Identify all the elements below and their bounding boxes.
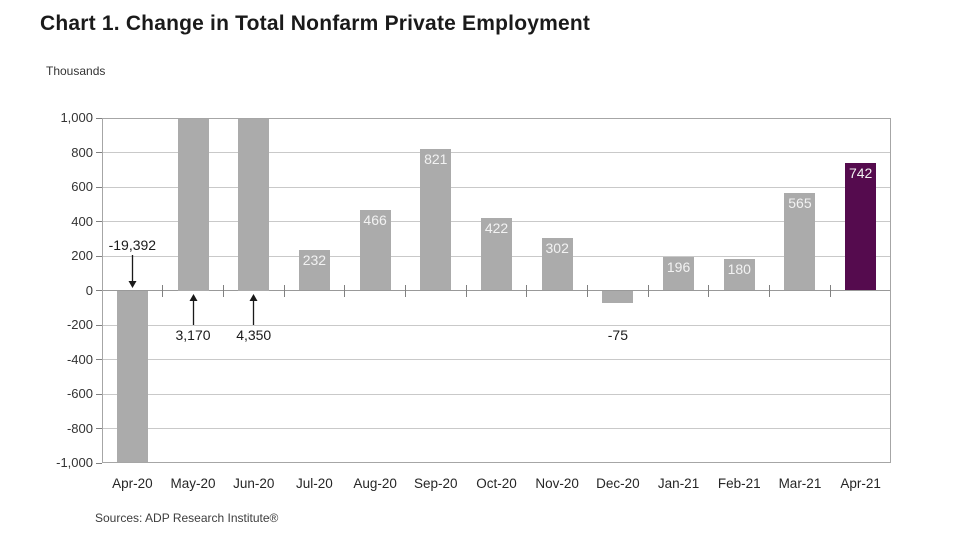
x-tick-mark bbox=[587, 284, 589, 297]
x-tick-mark bbox=[283, 284, 285, 297]
bar-value-label: 422 bbox=[484, 219, 509, 236]
y-tick-mark bbox=[96, 428, 102, 429]
x-tick-label: Feb-21 bbox=[717, 476, 761, 491]
x-tick-label: Apr-21 bbox=[840, 476, 881, 491]
y-tick-label: -600 bbox=[66, 386, 93, 401]
y-tick-mark bbox=[96, 186, 102, 188]
up-arrow-icon bbox=[248, 293, 259, 330]
gridline bbox=[102, 359, 891, 360]
gridline bbox=[102, 393, 891, 395]
x-tick-mark bbox=[708, 284, 710, 297]
bar-Sep-20 bbox=[420, 148, 452, 291]
x-tick-mark bbox=[222, 284, 224, 297]
bar-value-label: 742 bbox=[848, 164, 873, 181]
x-tick-label: Apr-20 bbox=[112, 476, 153, 491]
annotation-jun-20: 4,350 bbox=[236, 326, 272, 343]
x-tick-label: Jul-20 bbox=[296, 476, 333, 491]
x-tick-label: Nov-20 bbox=[535, 476, 579, 491]
gridline bbox=[102, 428, 891, 429]
x-tick-label: Sep-20 bbox=[414, 476, 458, 491]
y-tick-label: -800 bbox=[66, 420, 93, 436]
gridline bbox=[102, 186, 891, 188]
y-tick-label: 1,000 bbox=[60, 110, 93, 125]
y-tick-label: 400 bbox=[71, 213, 93, 229]
y-tick-mark bbox=[96, 221, 102, 222]
y-tick-label: 0 bbox=[85, 282, 93, 298]
x-tick-label: Dec-20 bbox=[596, 476, 640, 491]
x-tick-mark bbox=[647, 284, 649, 297]
bar-Jun-20 bbox=[238, 118, 270, 291]
bar-value-label: 821 bbox=[424, 150, 448, 167]
y-tick-label: 200 bbox=[71, 248, 93, 263]
bar-value-label: 232 bbox=[302, 252, 327, 269]
bar-value-label: 302 bbox=[545, 240, 569, 257]
gridline bbox=[102, 324, 891, 326]
x-tick-label: Jan-21 bbox=[657, 476, 700, 491]
y-tick-mark bbox=[96, 117, 102, 119]
chart-title: Chart 1. Change in Total Nonfarm Private… bbox=[40, 12, 591, 35]
annotation-may-20: 3,170 bbox=[175, 326, 211, 343]
bar-value-label: 565 bbox=[788, 195, 812, 212]
y-tick-label: -1,000 bbox=[56, 455, 93, 470]
bar-Aug-20 bbox=[359, 210, 391, 291]
bar-Nov-20 bbox=[541, 238, 573, 291]
bar-May-20 bbox=[177, 118, 209, 291]
x-tick-mark bbox=[344, 284, 346, 297]
bar-Feb-21 bbox=[723, 259, 755, 291]
bar-value-label: 196 bbox=[666, 258, 691, 275]
x-tick-mark bbox=[162, 284, 164, 297]
y-tick-label: 800 bbox=[71, 144, 93, 160]
x-tick-mark bbox=[769, 284, 771, 297]
bar-value-label: 466 bbox=[363, 212, 387, 229]
y-tick-mark bbox=[96, 290, 102, 291]
y-tick-label: 600 bbox=[71, 179, 93, 194]
zero-line bbox=[102, 290, 891, 291]
bar-Oct-20 bbox=[481, 217, 512, 291]
x-tick-mark bbox=[829, 284, 831, 297]
bar-Jan-21 bbox=[663, 256, 695, 291]
annotation-dec-20: -75 bbox=[607, 326, 628, 343]
annotation-apr-20: -19,392 bbox=[108, 236, 157, 253]
bar-Dec-20 bbox=[602, 290, 634, 304]
plot-area-border bbox=[102, 118, 891, 463]
bar-value-label: 180 bbox=[727, 261, 751, 278]
x-tick-mark bbox=[526, 284, 528, 297]
x-tick-mark bbox=[404, 284, 406, 297]
y-tick-mark bbox=[96, 359, 102, 360]
y-tick-mark bbox=[96, 152, 102, 153]
source-note: Sources: ADP Research Institute® bbox=[95, 511, 279, 525]
y-tick-label: -400 bbox=[66, 351, 93, 367]
x-tick-label: Aug-20 bbox=[353, 476, 397, 491]
x-tick-label: Oct-20 bbox=[476, 476, 517, 491]
up-arrow-icon bbox=[188, 293, 199, 330]
bar-Jul-20 bbox=[298, 250, 330, 291]
y-axis-unit-label: Thousands bbox=[46, 64, 106, 78]
x-tick-label: Mar-21 bbox=[778, 476, 822, 491]
y-tick-mark bbox=[96, 462, 102, 464]
x-tick-label: May-20 bbox=[170, 476, 216, 491]
x-tick-label: Jun-20 bbox=[233, 476, 275, 491]
y-tick-mark bbox=[96, 393, 102, 395]
down-arrow-icon bbox=[127, 254, 138, 293]
y-tick-label: -200 bbox=[66, 317, 93, 332]
bar-Apr-21 bbox=[845, 162, 877, 291]
y-tick-mark bbox=[96, 324, 102, 326]
bar-Mar-21 bbox=[784, 193, 816, 291]
y-tick-mark bbox=[96, 255, 102, 257]
x-tick-mark bbox=[465, 284, 467, 297]
bar-Apr-20 bbox=[116, 290, 148, 463]
gridline bbox=[102, 152, 891, 153]
